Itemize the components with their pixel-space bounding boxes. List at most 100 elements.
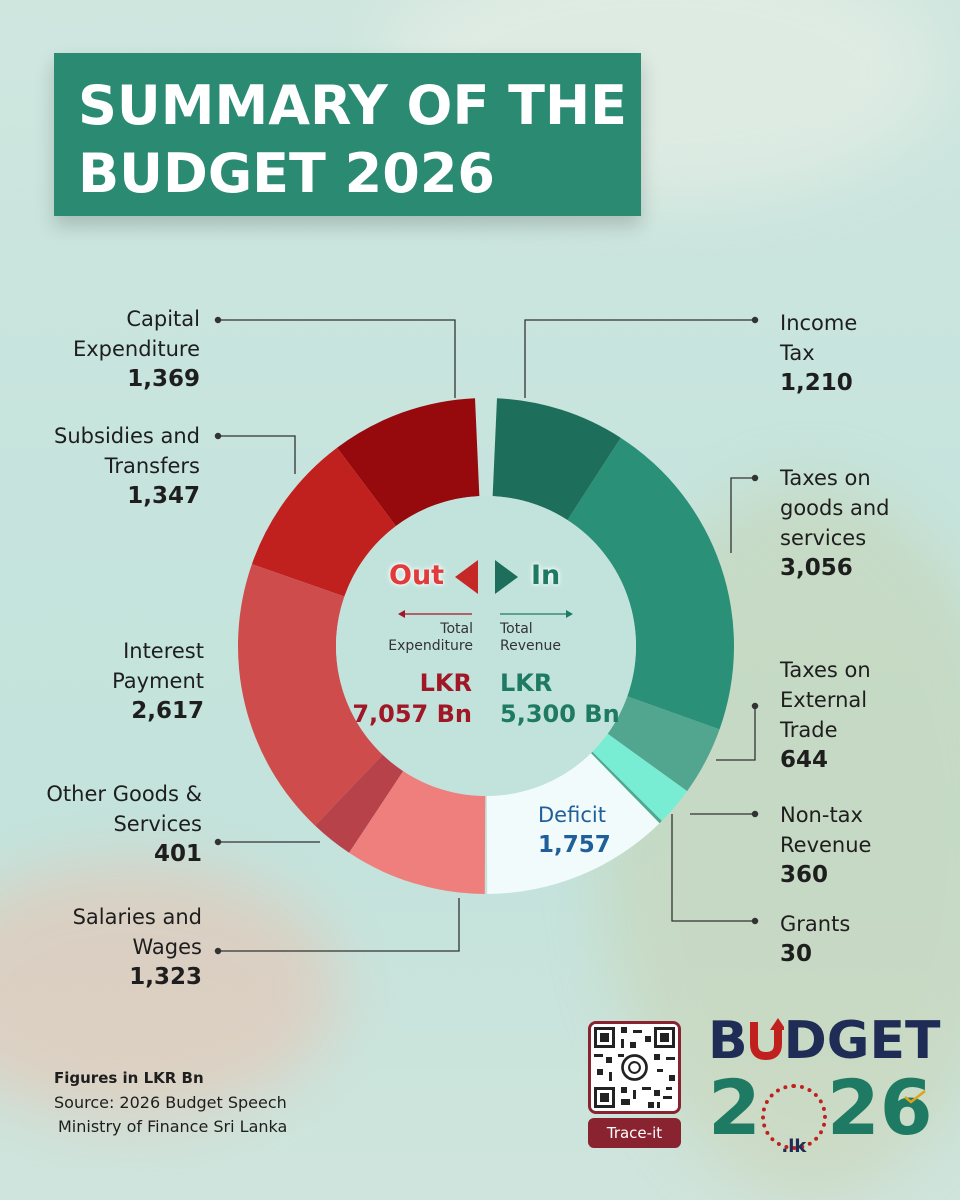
footer-source: Source: 2026 Budget Speech (54, 1093, 287, 1112)
label-capital-l1: Capital (126, 307, 200, 331)
label-nontax-l1: Non-tax (780, 803, 863, 827)
revenue-slice-3 (607, 696, 720, 792)
revenue-caption-l2: Revenue (500, 638, 561, 654)
title-line-1: SUMMARY OF THE (78, 74, 628, 137)
label-interest-l1: Interest (123, 639, 204, 663)
label-nontax: Non-tax Revenue 360 (780, 800, 871, 890)
expenditure-currency: LKR (419, 669, 472, 697)
leader-dot-nontax (751, 810, 759, 818)
logo-digit-2: 2 (708, 1063, 761, 1152)
revenue-caption-l1: Total (500, 621, 533, 637)
label-othergoods-l1: Other Goods & (46, 782, 202, 806)
label-salaries-l2: Wages (132, 935, 202, 959)
leader-dot-othergoods (214, 838, 222, 846)
leader-incometax (524, 319, 755, 398)
expenditure-caption: Total Expenditure (380, 621, 473, 655)
label-subsidies: Subsidies and Transfers 1,347 (54, 421, 200, 511)
title-banner: SUMMARY OF THE BUDGET 2026 (54, 53, 641, 216)
label-grants-l1: Grants (780, 912, 851, 936)
leader-externaltax (716, 706, 756, 761)
leader-dot-subsidies (214, 432, 222, 440)
revenue-caption: Total Revenue (500, 621, 561, 655)
out-arrow-icon (455, 560, 478, 594)
revenue-slice-1 (492, 398, 621, 521)
logo-check-icon (904, 1090, 926, 1104)
revenue-arrowhead-icon (566, 610, 573, 618)
label-capital-value: 1,369 (127, 366, 200, 392)
deficit-label: Deficit 1,757 (538, 800, 611, 860)
label-goodstax-l1: Taxes on (780, 466, 871, 490)
expenditure-slice-3 (237, 564, 383, 826)
label-subsidies-value: 1,347 (127, 483, 200, 509)
logo-u-arrow-icon (748, 1017, 786, 1061)
qr-code-icon (591, 1024, 678, 1111)
logo-line-1: B DGET (708, 1015, 940, 1067)
revenue-total-value: 5,300 Bn (500, 700, 620, 728)
label-interest-l2: Payment (112, 669, 204, 693)
label-salaries-value: 1,323 (129, 964, 202, 990)
label-salaries: Salaries and Wages 1,323 (73, 902, 202, 992)
expenditure-slice-4 (315, 754, 404, 853)
label-nontax-value: 360 (780, 862, 829, 888)
leader-salaries (218, 898, 460, 952)
leader-dot-externaltax (751, 702, 759, 710)
logo-line-2: 2 .lk 26 (708, 1070, 933, 1158)
label-nontax-l2: Revenue (780, 833, 872, 857)
label-grants: Grants 30 (780, 909, 850, 969)
expenditure-slice-1 (337, 398, 480, 527)
revenue-slice-2 (567, 437, 735, 730)
revenue-total: LKR 5,300 Bn (500, 668, 620, 730)
label-incometax: Income Tax 1,210 (780, 308, 857, 398)
footer-unit: Figures in LKR Bn (54, 1069, 204, 1087)
leader-capital (218, 319, 456, 398)
label-incometax-l1: Income (780, 311, 858, 335)
qr-tag: Trace-it (588, 1118, 681, 1148)
label-grants-value: 30 (780, 941, 813, 967)
label-goodstax: Taxes on goods and services 3,056 (780, 463, 889, 583)
leader-dot-incometax (751, 316, 759, 324)
qr-code[interactable] (588, 1021, 681, 1114)
label-incometax-l2: Tax (780, 341, 815, 365)
label-subsidies-l2: Transfers (104, 454, 200, 478)
logo-letter-b: B (708, 1011, 748, 1071)
revenue-slice-4 (592, 733, 688, 821)
label-salaries-l1: Salaries and (72, 905, 202, 929)
logo-digits-26: 26 (826, 1063, 933, 1152)
expenditure-total: LKR 7,057 Bn (350, 668, 472, 730)
expenditure-slice-2 (251, 447, 396, 597)
label-externaltax-l1: Taxes on (780, 658, 871, 682)
logo-letters-dget: DGET (783, 1011, 941, 1071)
label-capital: Capital Expenditure 1,369 (73, 304, 200, 394)
donut-center (336, 496, 636, 796)
logo-lk: .lk (781, 1136, 807, 1157)
label-othergoods-l2: Services (113, 812, 202, 836)
out-label: Out (389, 560, 445, 591)
expenditure-arrowhead-icon (398, 610, 405, 618)
label-subsidies-l1: Subsidies and (54, 424, 200, 448)
deficit-slice (486, 753, 660, 894)
leader-dot-grants (751, 917, 759, 925)
deficit-label-text: Deficit (538, 803, 606, 827)
label-externaltax-value: 644 (780, 747, 829, 773)
label-interest-value: 2,617 (131, 698, 204, 724)
leader-goodstax (730, 477, 755, 553)
deficit-value: 1,757 (538, 832, 611, 858)
logo-seal-icon: .lk (760, 1084, 827, 1157)
label-incometax-value: 1,210 (780, 370, 853, 396)
leader-dot-salaries (214, 947, 222, 955)
in-arrow-icon (495, 560, 518, 594)
leader-grants (671, 814, 755, 922)
label-othergoods: Other Goods & Services 401 (46, 779, 202, 869)
label-goodstax-l3: services (780, 526, 867, 550)
expenditure-caption-l2: Expenditure (388, 638, 473, 654)
in-label: In (531, 560, 561, 591)
label-externaltax-l2: External (780, 688, 868, 712)
revenue-currency: LKR (500, 669, 553, 697)
label-goodstax-l2: goods and (780, 496, 890, 520)
expenditure-total-value: 7,057 Bn (352, 700, 472, 728)
expenditure-caption-l1: Total (440, 621, 473, 637)
label-externaltax: Taxes on External Trade 644 (780, 655, 871, 775)
revenue-slice-5 (590, 751, 662, 824)
label-othergoods-value: 401 (153, 841, 202, 867)
